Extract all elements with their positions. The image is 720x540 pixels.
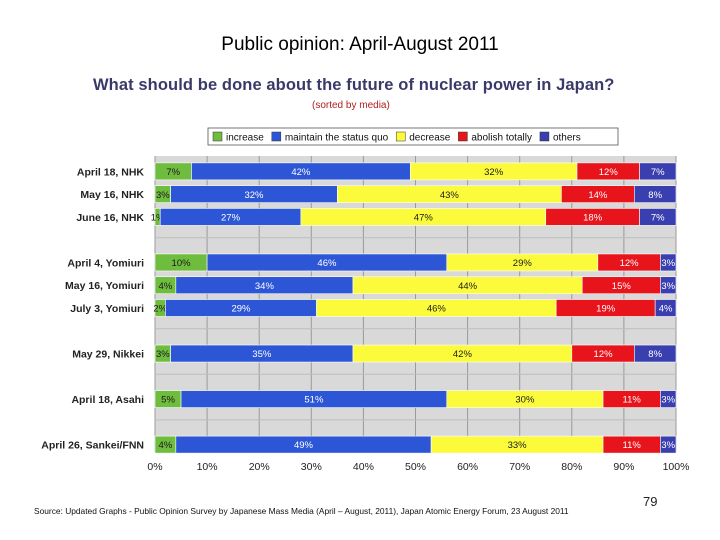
x-tick-label: 20% (249, 461, 270, 473)
category-label: July 3, Yomiuri (70, 303, 144, 315)
bar-others (660, 435, 677, 454)
legend-swatch-abolish-totally (458, 131, 468, 142)
data-label: 29% (231, 304, 251, 315)
data-label: 51% (304, 395, 324, 406)
chart-subtitle: (sorted by media) (312, 100, 390, 111)
bar-others (660, 276, 677, 295)
data-label: 7% (651, 213, 665, 224)
page-number: 79 (643, 494, 658, 509)
x-tick-label: 90% (613, 461, 634, 473)
data-label: 3% (661, 281, 675, 292)
legend-swatch-others (539, 131, 550, 142)
data-label: 3% (661, 258, 675, 269)
data-label: 1% (151, 213, 165, 224)
data-label: 7% (651, 167, 665, 178)
legend-label: abolish totally (471, 133, 532, 144)
data-label: 5% (161, 395, 175, 406)
bar-others (660, 253, 677, 272)
legend-box (207, 127, 619, 146)
data-label: 34% (255, 281, 275, 292)
data-label: 49% (294, 440, 314, 451)
legend-label: increase (226, 133, 264, 144)
bar-others (634, 185, 677, 203)
category-label: April 18, Asahi (71, 394, 144, 406)
x-tick-label: 100% (663, 461, 690, 473)
data-label: 3% (661, 440, 675, 451)
data-label: 3% (156, 190, 170, 201)
bar-others (634, 344, 677, 363)
data-label: 12% (599, 167, 619, 178)
source-note: Source: Updated Graphs - Public Opinion … (34, 506, 569, 516)
legend-swatch-maintain-the-status-quo (271, 131, 282, 142)
data-label: 12% (594, 349, 614, 360)
data-label: 18% (583, 213, 603, 224)
data-label: 44% (458, 281, 478, 292)
data-label: 46% (317, 258, 337, 269)
data-label: 4% (659, 304, 673, 315)
chart-title: What should be done about the future of … (93, 76, 615, 94)
data-label: 32% (484, 167, 504, 178)
data-label: 10% (172, 258, 192, 269)
data-label: 3% (156, 349, 170, 360)
data-label: 12% (620, 258, 640, 269)
category-label: April 4, Yomiuri (67, 257, 144, 269)
bar-others (660, 390, 677, 408)
bar-others (654, 299, 677, 317)
x-tick-label: 50% (405, 461, 426, 473)
category-label: April 26, Sankei/FNN (41, 440, 144, 452)
data-label: 4% (159, 281, 173, 292)
x-tick-label: 60% (457, 461, 478, 473)
data-label: 32% (244, 190, 264, 201)
category-label: June 16, NHK (76, 212, 144, 224)
data-label: 3% (661, 395, 675, 406)
data-label: 4% (159, 440, 173, 451)
x-tick-label: 30% (301, 461, 322, 473)
legend-label: others (553, 133, 581, 144)
data-label: 33% (508, 440, 528, 451)
legend-swatch-decrease (395, 131, 406, 142)
legend-swatch-increase (212, 131, 223, 142)
data-label: 11% (623, 395, 642, 406)
data-label: 11% (623, 440, 642, 451)
x-tick-label: 40% (353, 461, 374, 473)
category-label: May 16, NHK (80, 189, 144, 201)
data-label: 35% (252, 349, 272, 360)
data-label: 27% (221, 213, 241, 224)
x-tick-label: 10% (197, 461, 218, 473)
x-tick-label: 80% (561, 461, 582, 473)
data-label: 8% (648, 190, 662, 201)
x-tick-label: 0% (147, 461, 162, 473)
data-label: 29% (513, 258, 533, 269)
data-label: 42% (453, 349, 473, 360)
data-label: 42% (291, 167, 311, 178)
stacked-bar-chart: 0% 10% 20% 30% 40% 50% 60% 70% 80% 90% 100% 7% 42% 32… (41, 127, 690, 473)
data-label: 15% (612, 281, 632, 292)
category-label: May 16, Yomiuri (65, 280, 144, 292)
slide-title: Public opinion: April-August 2011 (221, 34, 499, 55)
data-label: 2% (153, 304, 167, 315)
data-label: 8% (648, 349, 662, 360)
legend-label: decrease (409, 133, 451, 144)
data-label: 14% (588, 190, 608, 201)
x-tick-label: 70% (509, 461, 530, 473)
data-label: 46% (427, 304, 447, 315)
category-label: April 18, NHK (77, 166, 145, 178)
data-label: 47% (414, 213, 434, 224)
data-label: 43% (440, 190, 460, 201)
legend-label: maintain the status quo (285, 133, 389, 144)
bar-others (639, 208, 677, 226)
bar-others (639, 162, 677, 181)
data-label: 19% (596, 304, 616, 315)
data-label: 7% (166, 167, 180, 178)
category-label: May 29, Nikkei (72, 349, 144, 361)
data-label: 30% (515, 395, 535, 406)
